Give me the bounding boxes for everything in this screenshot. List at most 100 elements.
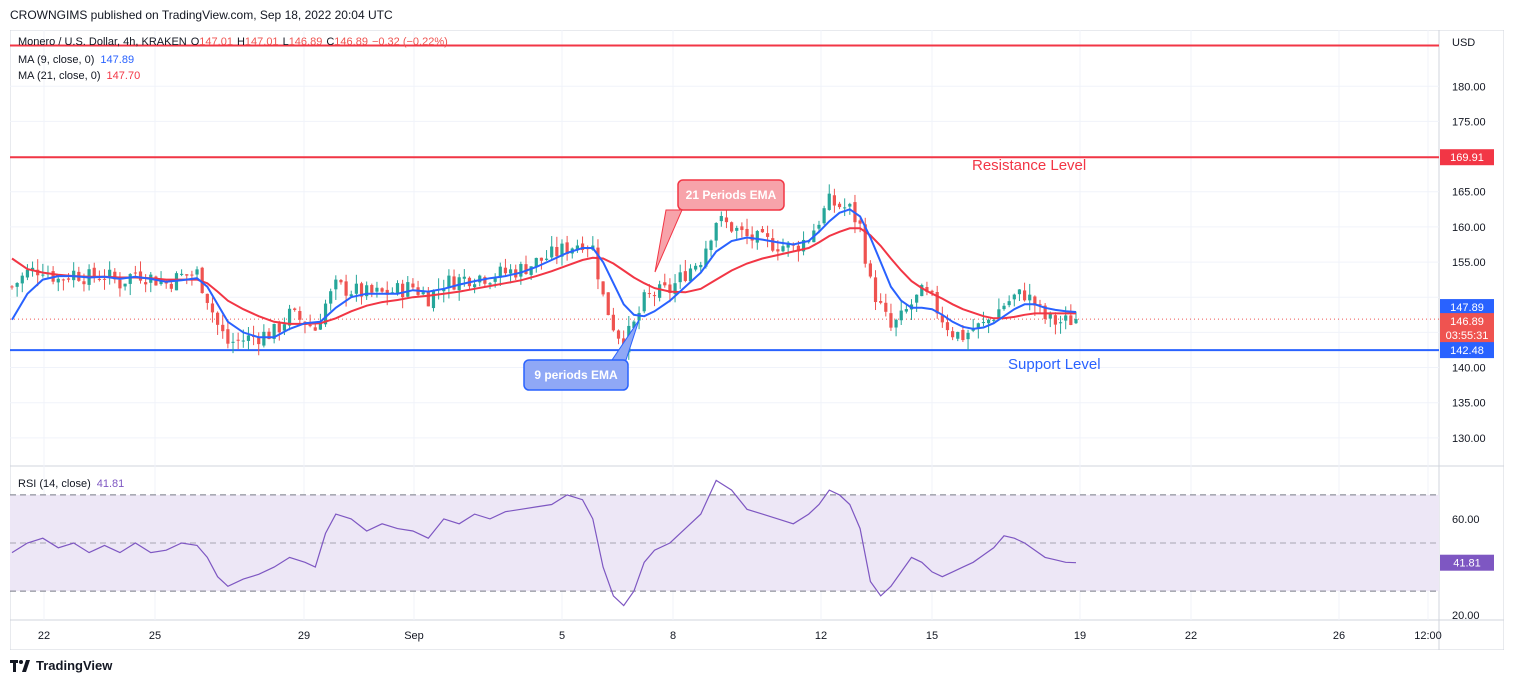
candle-body[interactable]	[606, 292, 610, 316]
candle-body[interactable]	[873, 277, 878, 303]
candle-body[interactable]	[478, 275, 482, 283]
candle-body[interactable]	[683, 271, 687, 281]
chart-frame[interactable]: Resistance Level Support Level 21 Period…	[9, 29, 1505, 651]
candle-body[interactable]	[20, 275, 24, 284]
candle-body[interactable]	[817, 224, 821, 229]
candle-body[interactable]	[714, 223, 718, 241]
candle-body[interactable]	[935, 292, 939, 314]
ma21-line[interactable]	[11, 227, 1076, 325]
candle-body[interactable]	[318, 323, 322, 330]
candle-body[interactable]	[555, 246, 559, 257]
candle-body[interactable]	[668, 284, 672, 294]
candle-body[interactable]	[133, 272, 137, 274]
candle-body[interactable]	[36, 269, 40, 276]
candle-body[interactable]	[735, 227, 739, 231]
rsi-line[interactable]	[11, 479, 1077, 607]
candle-body[interactable]	[483, 277, 487, 284]
candle-body[interactable]	[15, 283, 19, 287]
candle-body[interactable]	[102, 278, 107, 280]
candle-body[interactable]	[1012, 294, 1016, 300]
candle-body[interactable]	[930, 290, 934, 293]
candle-body[interactable]	[760, 228, 765, 233]
candle-body[interactable]	[169, 283, 173, 289]
candle-body[interactable]	[282, 324, 287, 331]
candle-body[interactable]	[503, 267, 508, 274]
candle-body[interactable]	[961, 330, 965, 341]
candle-body[interactable]	[287, 308, 292, 326]
ema9-callout[interactable]: 9 periods EMA	[523, 319, 640, 391]
candle-body[interactable]	[159, 280, 163, 285]
candle-body[interactable]	[493, 278, 497, 282]
ma9-line[interactable]	[11, 208, 1077, 339]
candle-body[interactable]	[1058, 322, 1063, 324]
candle-body[interactable]	[426, 292, 430, 307]
candle-body[interactable]	[25, 269, 30, 278]
candle-body[interactable]	[370, 284, 374, 293]
candle-body[interactable]	[257, 337, 261, 345]
candle-body[interactable]	[976, 323, 980, 329]
candle-body[interactable]	[884, 302, 888, 312]
candle-body[interactable]	[236, 339, 240, 341]
candle-body[interactable]	[858, 220, 862, 224]
candle-body[interactable]	[678, 272, 682, 283]
candle-body[interactable]	[56, 278, 60, 283]
candle-body[interactable]	[688, 268, 693, 282]
candle-body[interactable]	[334, 279, 338, 290]
candle-body[interactable]	[771, 238, 775, 251]
candle-body[interactable]	[138, 271, 143, 281]
candle-body[interactable]	[632, 321, 636, 328]
candle-body[interactable]	[1048, 313, 1052, 319]
candle-body[interactable]	[940, 315, 944, 323]
tradingview-brand[interactable]: TradingView	[10, 658, 112, 673]
candle-body[interactable]	[82, 281, 86, 285]
candle-body[interactable]	[997, 309, 1001, 319]
candle-body[interactable]	[221, 324, 225, 332]
candle-body[interactable]	[421, 292, 425, 295]
time-axis[interactable]: 22 25 29 Sep 5 8 12 15 19 22 26 12:00	[38, 630, 1442, 642]
candle-body[interactable]	[313, 327, 317, 331]
candle-body[interactable]	[694, 265, 698, 270]
candle-body[interactable]	[262, 331, 266, 346]
candle-body[interactable]	[118, 279, 122, 289]
candle-body[interactable]	[380, 288, 384, 292]
candle-body[interactable]	[863, 224, 867, 264]
candle-body[interactable]	[673, 283, 677, 294]
candle-body[interactable]	[339, 279, 343, 283]
candle-body[interactable]	[730, 222, 734, 232]
candle-body[interactable]	[329, 291, 333, 304]
candle-body[interactable]	[365, 285, 369, 297]
candle-body[interactable]	[406, 282, 410, 297]
candle-body[interactable]	[956, 331, 960, 339]
candle-body[interactable]	[1053, 315, 1058, 325]
candle-body[interactable]	[1022, 290, 1027, 301]
candle-body[interactable]	[765, 233, 770, 237]
candle-body[interactable]	[945, 322, 950, 331]
candle-body[interactable]	[1002, 305, 1006, 310]
candle-body[interactable]	[349, 294, 353, 297]
candle-body[interactable]	[272, 323, 276, 339]
candle-body[interactable]	[951, 331, 955, 338]
candle-body[interactable]	[442, 289, 446, 292]
candle-body[interactable]	[128, 274, 132, 284]
candle-body[interactable]	[981, 322, 986, 324]
candle-body[interactable]	[699, 264, 703, 268]
candle-body[interactable]	[344, 281, 348, 296]
candle-body[interactable]	[894, 319, 898, 328]
candle-body[interactable]	[740, 226, 744, 231]
candle-body[interactable]	[745, 228, 749, 237]
candle-body[interactable]	[879, 301, 883, 303]
candle-body[interactable]	[1038, 304, 1042, 306]
candle-body[interactable]	[498, 266, 502, 278]
candle-body[interactable]	[1033, 296, 1037, 306]
candle-body[interactable]	[524, 264, 528, 275]
candle-body[interactable]	[776, 249, 780, 252]
candle-body[interactable]	[616, 330, 621, 339]
candle-body[interactable]	[10, 286, 14, 288]
candle-body[interactable]	[488, 283, 492, 285]
candle-body[interactable]	[395, 283, 400, 293]
candle-body[interactable]	[827, 193, 831, 210]
candle-body[interactable]	[663, 282, 667, 286]
candle-body[interactable]	[596, 247, 600, 280]
candle-body[interactable]	[293, 308, 297, 310]
candle-body[interactable]	[447, 275, 451, 289]
